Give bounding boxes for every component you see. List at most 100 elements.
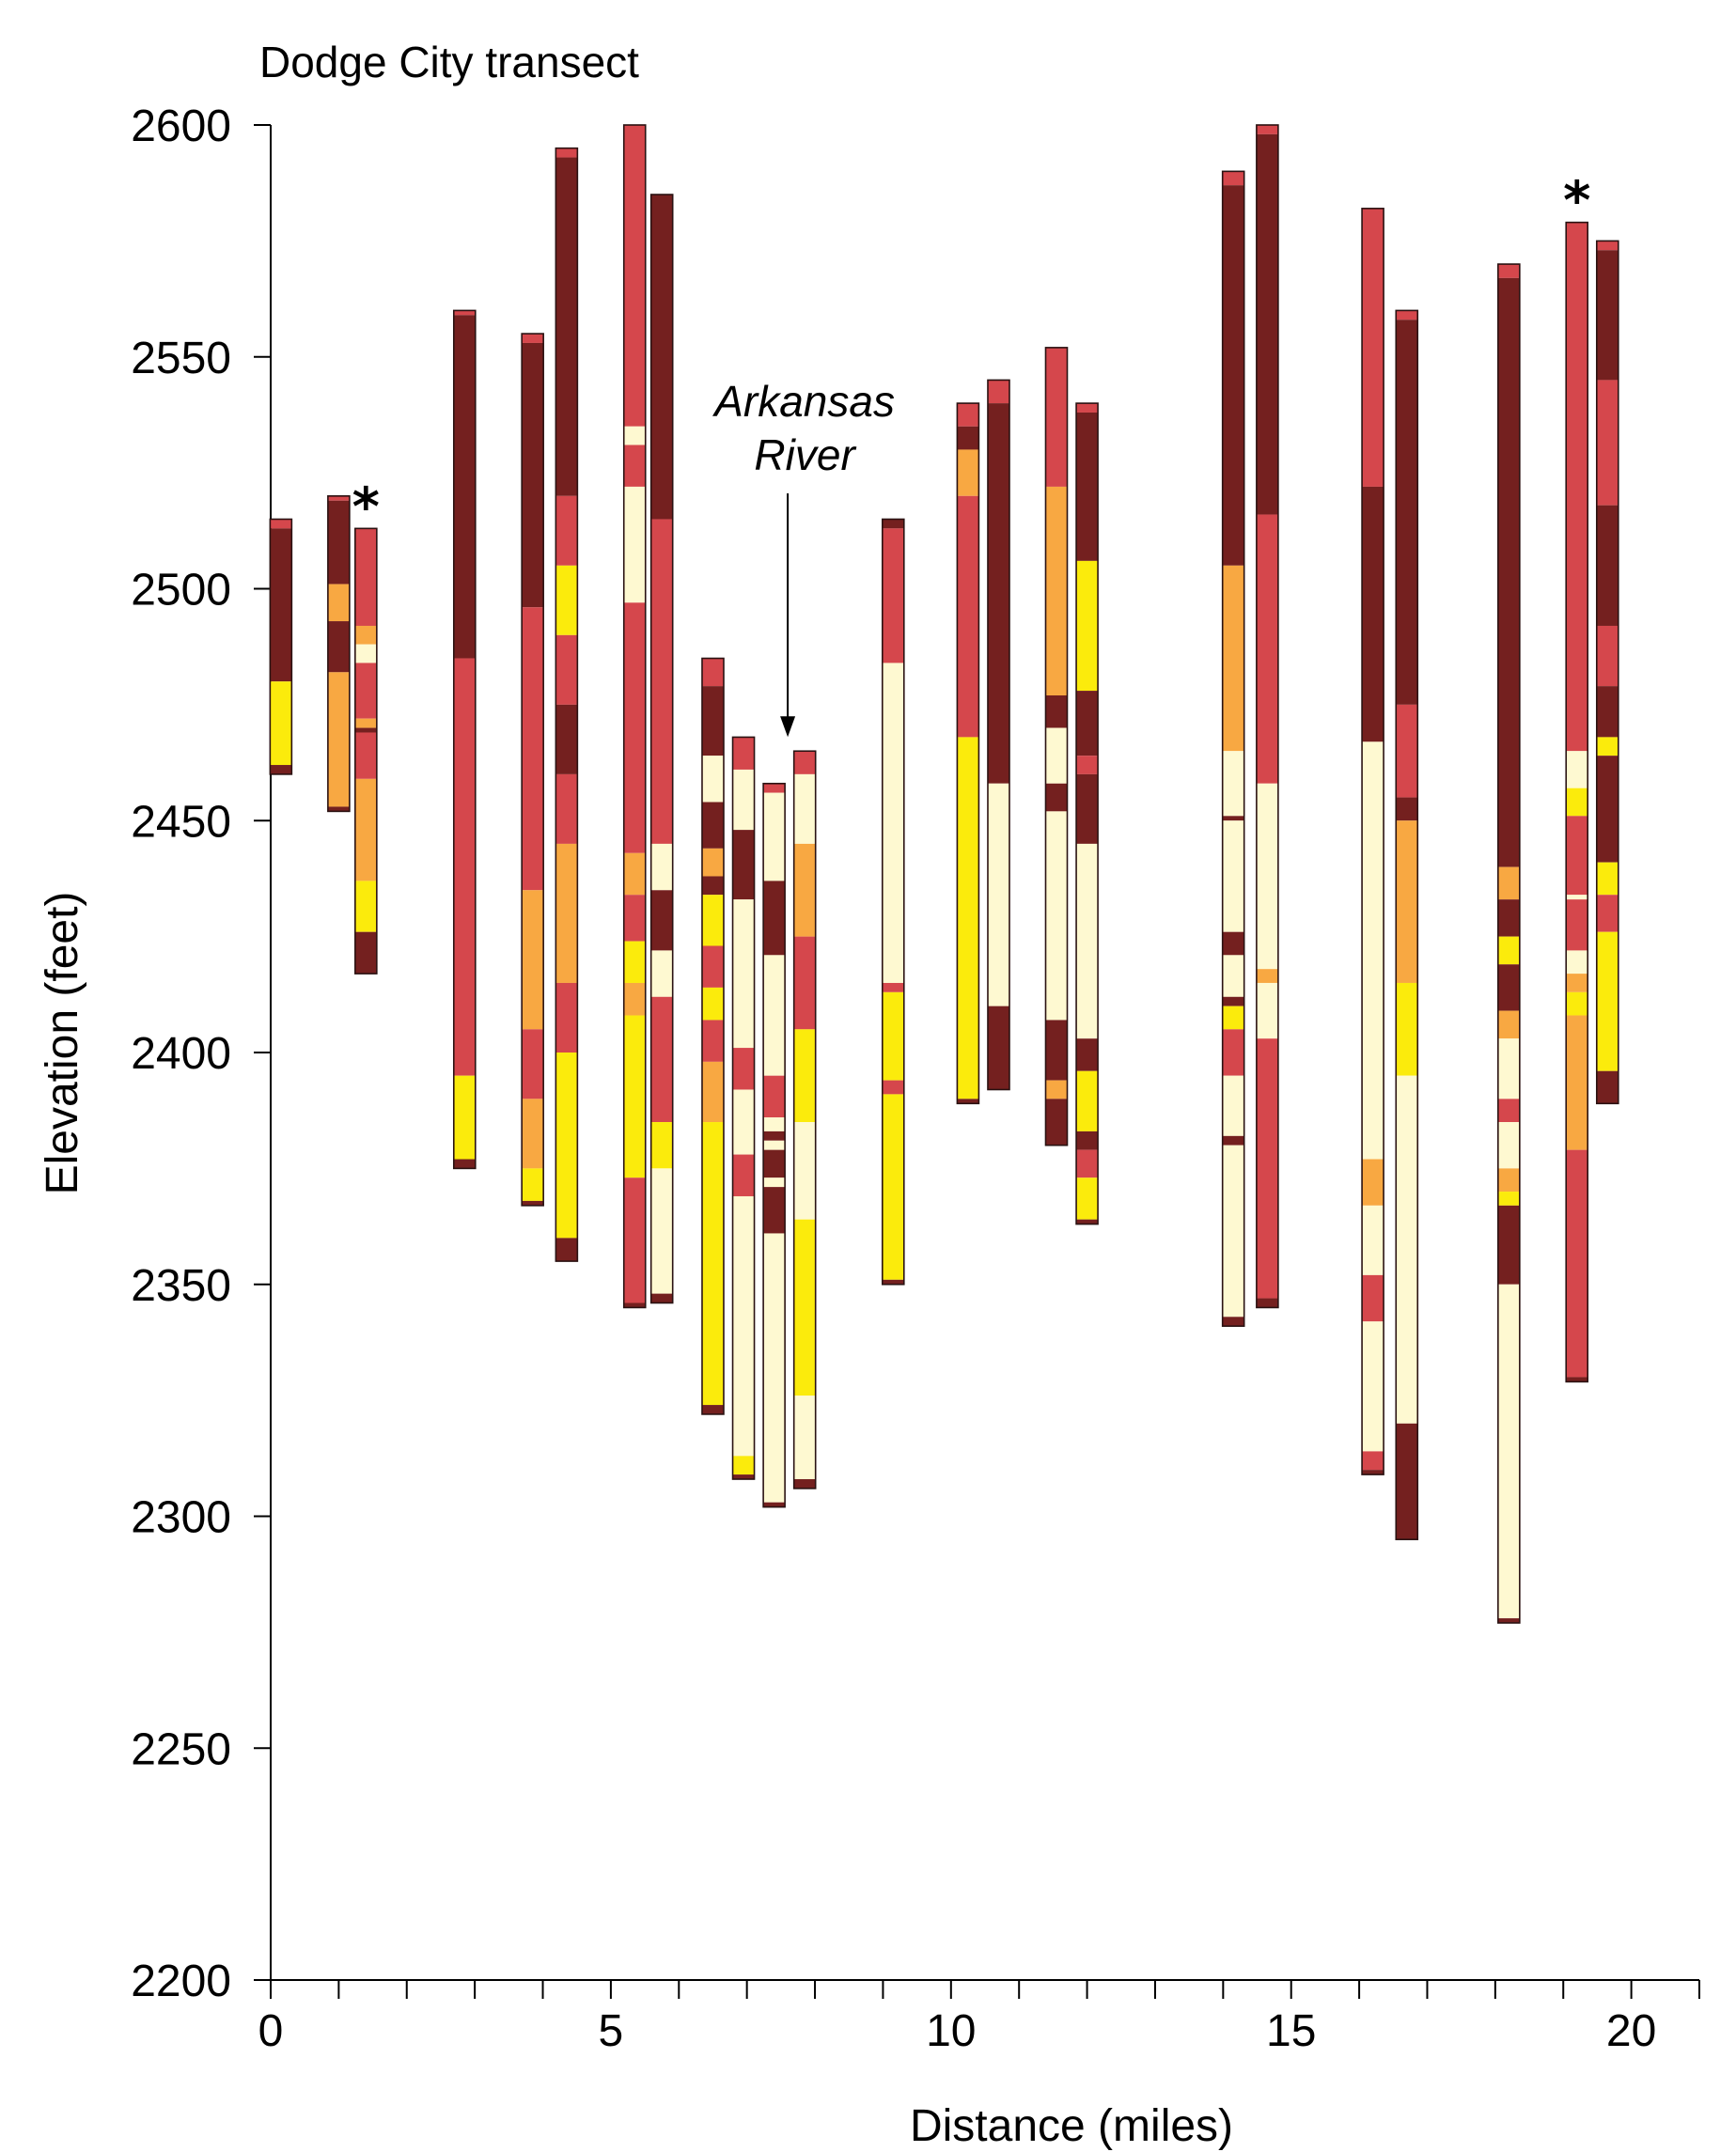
well-segment-cream: [650, 843, 673, 891]
well-segment-orange: [1396, 820, 1418, 983]
well-segment-yellow: [882, 1094, 904, 1280]
well-outline: [701, 657, 725, 1415]
well-segment-red: [1076, 403, 1099, 413]
well-segment-cream: [763, 955, 786, 1076]
well-segment-cream: [763, 1117, 786, 1131]
well-segment-yellow: [1596, 737, 1619, 756]
well-segment-red: [623, 125, 646, 427]
well-segment-dark: [1362, 1470, 1384, 1475]
well-segment-dark: [1497, 964, 1520, 1011]
river-arrowhead: [780, 716, 796, 738]
well-segment-dark: [987, 403, 1009, 784]
well-column: [1256, 124, 1279, 1309]
well-segment-orange: [555, 843, 578, 983]
well-segment-dark: [793, 1479, 816, 1489]
well-segment-dark: [650, 1293, 673, 1303]
well-segment-cream: [1362, 1321, 1384, 1452]
well-segment-dark: [1396, 320, 1418, 705]
well-segment-orange: [522, 1099, 544, 1169]
well-segment-dark: [1076, 773, 1099, 844]
well-column: [327, 494, 351, 813]
well-segment-dark: [1045, 1099, 1068, 1146]
well-column: [1595, 240, 1619, 1105]
well-outline: [452, 309, 477, 1170]
well-segment-yellow: [270, 681, 292, 766]
river-label: Arkansas: [712, 377, 895, 426]
well-segment-red: [522, 1029, 544, 1099]
well-segment-dark: [555, 704, 578, 774]
well-segment-cream: [732, 1089, 755, 1155]
well-segment-orange: [354, 778, 377, 881]
well-segment-dark: [327, 500, 350, 585]
well-segment-yellow: [793, 1029, 816, 1123]
x-tick-label: 20: [1606, 2006, 1656, 2056]
well-segment-dark: [763, 1131, 786, 1141]
well-segment-yellow: [1566, 788, 1588, 817]
well-column: [269, 518, 293, 775]
well-outline: [792, 750, 817, 1489]
well-outline: [987, 379, 1010, 1091]
well-segment-yellow: [555, 1053, 578, 1239]
well-segment-orange: [1362, 1159, 1384, 1206]
well-segment-red: [1596, 895, 1619, 932]
well-segment-dark: [1497, 277, 1520, 867]
well-segment-dark: [1596, 686, 1619, 738]
well-segment-dark: [732, 830, 755, 900]
well-segment-dark: [650, 195, 673, 520]
x-tick-label: 0: [258, 2006, 284, 2056]
well-column: [1565, 221, 1589, 1383]
well-segment-red: [1362, 1274, 1384, 1322]
well-segment-red: [1076, 756, 1099, 774]
well-segment-dark: [763, 1149, 786, 1178]
well-segment-red: [763, 1075, 786, 1118]
well-segment-red: [1566, 222, 1588, 752]
well-segment-yellow: [623, 941, 646, 983]
well-segment-dark: [1222, 996, 1244, 1006]
well-segment-dark: [1045, 783, 1068, 812]
well-outline: [354, 527, 378, 975]
well-outline: [1497, 263, 1521, 1624]
x-tick-label: 15: [1266, 2006, 1316, 2056]
well-segment-dark: [1396, 1423, 1418, 1540]
well-segment-dark: [327, 621, 350, 673]
well-segment-orange: [354, 625, 377, 645]
well-segment-orange: [1222, 565, 1244, 752]
well-segment-dark: [957, 426, 979, 450]
well-segment-cream: [650, 1168, 673, 1294]
well-segment-red: [522, 607, 544, 891]
well-segment-red: [1497, 264, 1520, 278]
well-segment-dark: [763, 1187, 786, 1234]
well-segment-red: [555, 773, 578, 844]
well-segment-cream: [763, 1233, 786, 1503]
well-segment-cream: [1497, 1122, 1520, 1169]
well-segment-cream: [763, 1140, 786, 1150]
well-segment-yellow: [555, 565, 578, 635]
well-segment-red: [987, 380, 1009, 404]
well-segment-red: [555, 495, 578, 566]
well-segment-dark: [1396, 797, 1418, 821]
well-segment-red: [1045, 347, 1068, 487]
well-segment-dark: [555, 1238, 578, 1262]
well-segment-cream: [354, 644, 377, 663]
well-segment-red: [623, 895, 646, 942]
well-segment-cream: [1566, 751, 1588, 788]
y-axis-label: Elevation (feet): [38, 892, 87, 1195]
y-tick-label: 2300: [131, 1493, 231, 1543]
well-segment-dark: [763, 881, 786, 956]
well-segment-dark: [1256, 133, 1278, 515]
well-segment-orange: [957, 449, 979, 496]
well-segment-red: [701, 658, 724, 687]
well-segment-cream: [1256, 783, 1278, 970]
well-segment-cream: [732, 1195, 755, 1457]
well-segment-cream: [882, 663, 904, 983]
well-segment-cream: [1076, 843, 1099, 1039]
well-segment-yellow: [1076, 560, 1099, 692]
well-segment-orange: [623, 852, 646, 896]
well-segment-red: [701, 1020, 724, 1062]
well-column: [555, 147, 579, 1262]
well-segment-dark: [1596, 756, 1619, 863]
well-column: [452, 309, 477, 1170]
well-segment-yellow: [701, 895, 724, 946]
